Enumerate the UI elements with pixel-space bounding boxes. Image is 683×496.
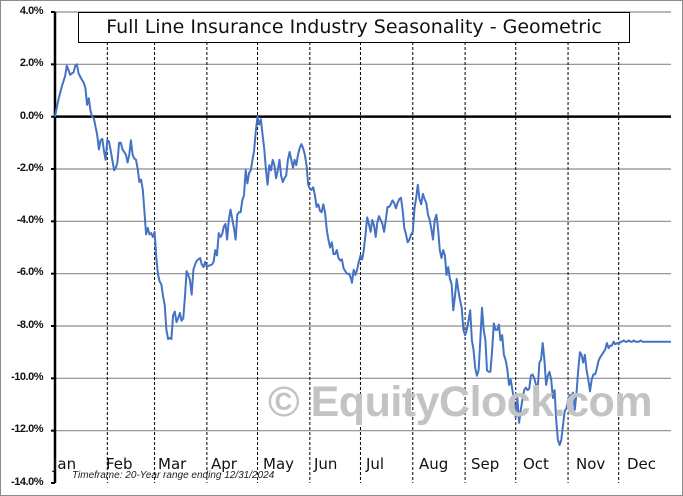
x-tick-label: Sep: [471, 455, 500, 473]
y-tick-label: -2.0%: [16, 162, 44, 174]
y-tick-label: -12.0%: [11, 423, 43, 435]
y-tick-label: -6.0%: [16, 266, 44, 278]
x-tick-label: May: [263, 455, 295, 473]
x-tick-label: Aug: [419, 455, 449, 473]
y-tick-label: 4.0%: [19, 5, 44, 17]
x-tick-label: Mar: [158, 455, 187, 473]
y-tick-label: -14.0%: [11, 476, 43, 488]
timeframe-note: Timeframe: 20-Year range ending 12/31/20…: [72, 470, 275, 481]
y-tick-label: 0.0%: [19, 110, 44, 122]
y-tick-label: -10.0%: [11, 371, 43, 383]
y-tick-label: 2.0%: [19, 57, 44, 69]
x-tick-label: Apr: [211, 455, 237, 473]
x-tick-label: Jan: [53, 455, 77, 473]
x-tick-label: Jun: [314, 455, 338, 473]
seasonality-line: [54, 63, 671, 447]
watermark: © EquityClock.com: [268, 378, 652, 426]
x-tick-label: Feb: [106, 455, 133, 473]
x-tick-label: Dec: [627, 455, 657, 473]
x-tick-label: Jul: [366, 455, 385, 473]
y-tick-label: -4.0%: [16, 214, 44, 226]
chart-title: Full Line Insurance Industry Seasonality…: [78, 12, 630, 43]
x-tick-label: Oct: [523, 455, 549, 473]
y-tick-label: -8.0%: [16, 319, 44, 331]
x-tick-label: Nov: [576, 455, 606, 473]
